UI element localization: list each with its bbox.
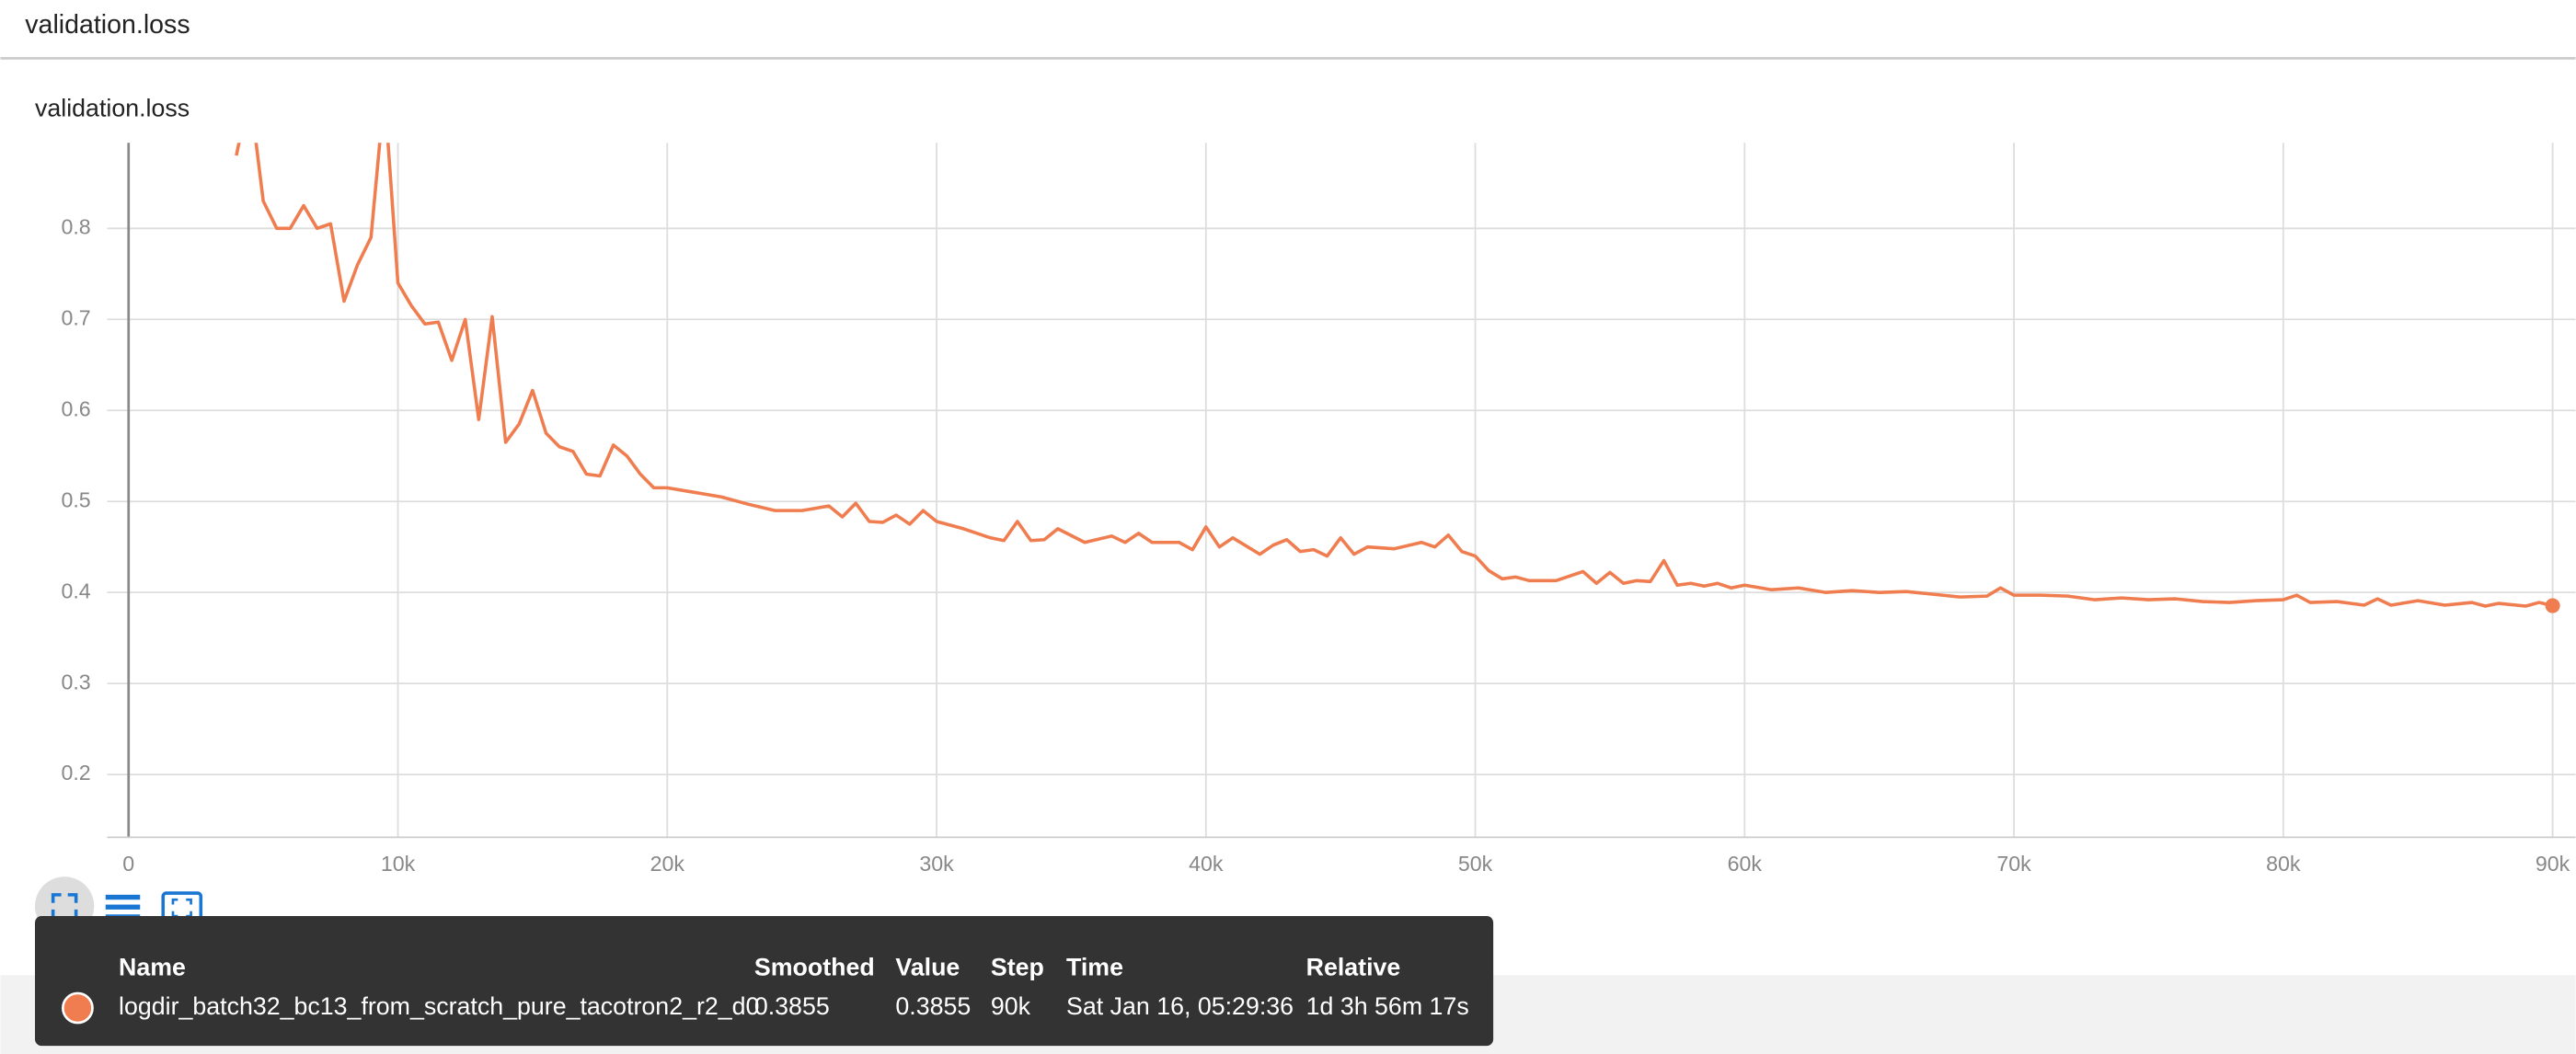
- tooltip-header: Relative: [1306, 953, 1401, 980]
- top-bar: [0, 0, 2576, 58]
- tooltip-cell: 0.3855: [754, 992, 830, 1020]
- y-tick-label: 0.5: [61, 487, 90, 511]
- y-tick-label: 0.6: [61, 396, 90, 420]
- x-tick-label: 90k: [2536, 852, 2570, 876]
- log-scale-button[interactable]: [105, 894, 141, 920]
- x-tick-label: 20k: [650, 852, 685, 876]
- y-tick-label: 0.4: [61, 579, 90, 602]
- y-tick-label: 0.8: [61, 214, 90, 238]
- x-tick-label: 50k: [1458, 852, 1493, 876]
- list-icon-bar: [105, 904, 141, 910]
- series-line: [235, 143, 2554, 608]
- x-tick-label: 30k: [919, 852, 954, 876]
- x-tick-label: 70k: [1996, 852, 2031, 876]
- tooltip: Name Smoothed Value Step Time Relative logdir_…: [35, 916, 1494, 1047]
- x-tick-label: 60k: [1728, 852, 1763, 876]
- tooltip-header: Smoothed: [754, 953, 875, 980]
- tooltip-header: Step: [991, 953, 1044, 980]
- tooltip-cell: 1d 3h 56m 17s: [1306, 992, 1469, 1020]
- x-tick-label: 40k: [1189, 852, 1224, 876]
- header-title: validation.loss: [25, 10, 190, 40]
- tick-labels: 0.2 0.3 0.4 0.5 0.6 0.7 0.8 0 10k 20k 30k 40k 50k 60k…: [61, 214, 2570, 875]
- y-tick-label: 0.7: [61, 305, 90, 329]
- x-tick-label: 10k: [381, 852, 416, 876]
- tooltip-header: Value: [895, 953, 960, 980]
- x-tick-label: 80k: [2266, 852, 2301, 876]
- x-tick-label: 0: [122, 852, 134, 876]
- list-icon-bar: [105, 894, 141, 900]
- hover-point: [2545, 598, 2560, 613]
- grid: [107, 143, 2576, 838]
- tooltip-header: Name: [119, 953, 186, 980]
- tooltip-header: Time: [1066, 953, 1123, 980]
- tooltip-cell: 90k: [991, 992, 1031, 1020]
- y-tick-label: 0.2: [61, 761, 90, 785]
- card-title: validation.loss: [35, 95, 190, 122]
- fullscreen-icon: [51, 893, 78, 920]
- tooltip-background: [35, 916, 1494, 1047]
- fit-icon-corners: [171, 898, 192, 918]
- tooltip-cell: 0.3855: [895, 992, 971, 1020]
- y-tick-label: 0.3: [61, 670, 90, 693]
- run-swatch: [62, 991, 94, 1025]
- tooltip-cell: logdir_batch32_bc13_from_scratch_pure_ta…: [119, 992, 759, 1020]
- plot-area: [235, 143, 2554, 608]
- tooltip-cell: Sat Jan 16, 05:29:36: [1066, 992, 1294, 1020]
